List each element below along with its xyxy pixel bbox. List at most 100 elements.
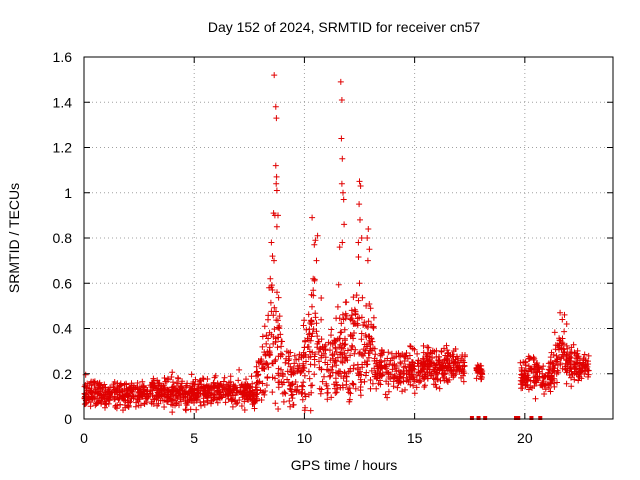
data-point [220, 392, 227, 399]
data-point [324, 396, 331, 403]
data-point [402, 363, 409, 370]
data-point [265, 364, 272, 371]
data-point [93, 400, 100, 407]
data-point [347, 368, 354, 375]
data-point [373, 385, 380, 392]
data-point [225, 395, 232, 402]
data-point [321, 373, 327, 380]
data-point [279, 351, 286, 358]
peak-point [338, 135, 345, 142]
data-point [224, 382, 231, 389]
data-point [277, 350, 284, 357]
data-point [395, 367, 402, 374]
data-point [460, 378, 467, 385]
data-point [318, 366, 325, 373]
data-point [369, 338, 376, 345]
peak-point [273, 173, 280, 180]
data-point [253, 397, 260, 404]
data-point [357, 384, 364, 390]
data-point [86, 395, 93, 402]
data-point [111, 396, 118, 403]
data-point [165, 376, 172, 383]
data-point [393, 368, 400, 375]
data-point [263, 382, 270, 389]
data-point [324, 366, 331, 373]
data-point [241, 381, 248, 388]
x-tick-label: 5 [190, 430, 198, 446]
data-point [310, 292, 317, 299]
data-point [275, 324, 281, 331]
data-point [328, 326, 335, 333]
data-point [241, 387, 248, 394]
data-point [102, 404, 108, 411]
data-point [236, 366, 243, 373]
data-point [272, 356, 279, 363]
data-point [298, 368, 305, 375]
data-point [382, 391, 389, 398]
data-point [314, 333, 321, 340]
data-point [342, 341, 349, 348]
data-point [198, 402, 204, 409]
data-point [302, 337, 309, 344]
data-point [266, 329, 273, 336]
data-point [406, 367, 413, 373]
data-point [529, 385, 535, 391]
data-point [249, 388, 256, 395]
peak-point [312, 237, 319, 244]
data-point [574, 360, 581, 367]
data-point [287, 349, 294, 356]
data-point [345, 368, 352, 375]
data-point [92, 393, 98, 400]
data-point [301, 372, 308, 379]
data-point [148, 399, 155, 405]
data-point [373, 375, 380, 382]
peak-point [356, 280, 363, 287]
data-point [546, 370, 553, 377]
peak-point [272, 162, 279, 169]
data-point [375, 365, 382, 372]
data-point [178, 385, 185, 392]
data-point [534, 360, 541, 366]
data-point [253, 373, 260, 380]
data-point [301, 317, 308, 324]
data-point [353, 292, 360, 299]
data-point [420, 342, 427, 349]
data-point [354, 322, 361, 329]
data-point [208, 400, 214, 407]
data-point [377, 377, 383, 384]
data-point [399, 388, 406, 395]
data-point [302, 404, 309, 411]
data-point [267, 299, 274, 306]
data-point [440, 374, 446, 381]
data-point [438, 364, 445, 371]
data-point [264, 348, 271, 355]
data-point [168, 393, 175, 400]
data-point [227, 378, 234, 385]
data-point [309, 330, 316, 337]
data-point [292, 369, 298, 376]
data-point [87, 403, 94, 410]
data-point [254, 386, 261, 393]
data-point [241, 398, 248, 405]
data-point [214, 388, 220, 395]
data-point [461, 353, 468, 360]
data-point [375, 380, 382, 387]
data-point [437, 365, 444, 372]
data-point [551, 329, 558, 336]
data-point [319, 378, 326, 385]
data-point [308, 382, 314, 389]
data-point [280, 398, 287, 405]
data-point [433, 384, 440, 391]
data-point [279, 370, 286, 377]
data-point [381, 357, 388, 364]
data-point [259, 343, 266, 350]
data-point [321, 343, 328, 350]
data-point [522, 359, 528, 366]
peak-point [338, 97, 345, 103]
y-tick-label: 1.6 [53, 49, 73, 65]
data-point [568, 383, 575, 390]
data-point [202, 389, 209, 396]
peak-point [561, 311, 568, 318]
data-point [318, 386, 325, 393]
data-point [411, 390, 418, 397]
